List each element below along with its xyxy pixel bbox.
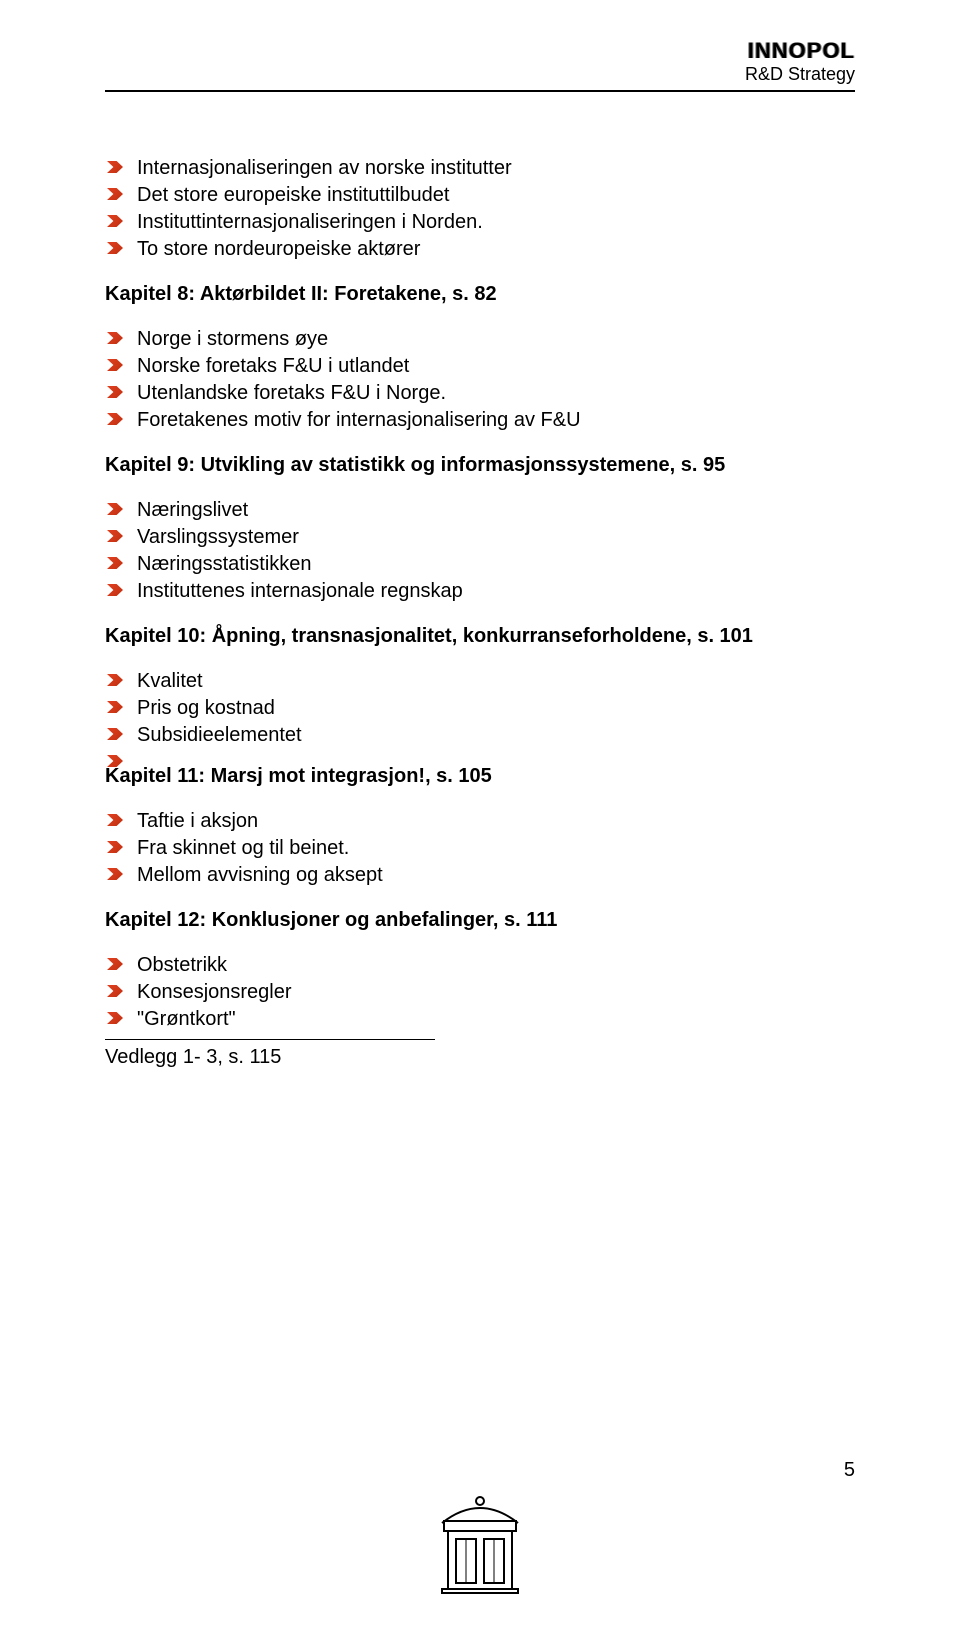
divider: [105, 1039, 435, 1040]
list-item: Kvalitet: [137, 668, 855, 695]
list-item: Utenlandske foretaks F&U i Norge.: [137, 380, 855, 407]
list-item: Instituttenes internasjonale regnskap: [137, 578, 855, 605]
list-item: Obstetrikk: [137, 952, 855, 979]
section1-list: Internasjonaliseringen av norske institu…: [105, 155, 855, 263]
list-item: Norske foretaks F&U i utlandet: [137, 353, 855, 380]
chapter11-title: Kapitel 11: Marsj mot integrasjon!, s. 1…: [105, 765, 855, 788]
chapter9-list: Næringslivet Varslingssystemer Næringsst…: [105, 497, 855, 605]
chapter8-list: Norge i stormens øye Norske foretaks F&U…: [105, 326, 855, 434]
list-item: Næringsstatistikken: [137, 551, 855, 578]
list-item: Mellom avvisning og aksept: [137, 862, 855, 889]
kiosk-icon: [430, 1485, 530, 1600]
list-item: Internasjonaliseringen av norske institu…: [137, 155, 855, 182]
chapter10-title: Kapitel 10: Åpning, transnasjonalitet, k…: [105, 625, 855, 648]
list-item-empty: [137, 749, 855, 765]
list-item: Fra skinnet og til beinet.: [137, 835, 855, 862]
chapter12-list: Obstetrikk Konsesjonsregler "Grøntkort": [105, 952, 855, 1033]
chapter12-title: Kapitel 12: Konklusjoner og anbefalinger…: [105, 909, 855, 932]
chapter9-title: Kapitel 9: Utvikling av statistikk og in…: [105, 454, 855, 477]
header-title: INNOPOL: [745, 38, 855, 64]
list-item: Næringslivet: [137, 497, 855, 524]
chapter10-list: Kvalitet Pris og kostnad Subsidieelement…: [105, 668, 855, 765]
list-item: Subsidieelementet: [137, 722, 855, 749]
list-item: To store nordeuropeiske aktører: [137, 236, 855, 263]
list-item: Foretakenes motiv for internasjonaliseri…: [137, 407, 855, 434]
header-rule: [105, 90, 855, 92]
list-item: Taftie i aksjon: [137, 808, 855, 835]
list-item: Instituttinternasjonaliseringen i Norden…: [137, 209, 855, 236]
list-item: Pris og kostnad: [137, 695, 855, 722]
content: Internasjonaliseringen av norske institu…: [105, 155, 855, 1069]
chapter11-list: Taftie i aksjon Fra skinnet og til beine…: [105, 808, 855, 889]
vedlegg: Vedlegg 1- 3, s. 115: [105, 1046, 855, 1069]
chapter8-title: Kapitel 8: Aktørbildet II: Foretakene, s…: [105, 283, 855, 306]
list-item: "Grøntkort": [137, 1006, 855, 1033]
page-number: 5: [844, 1459, 855, 1482]
list-item: Konsesjonsregler: [137, 979, 855, 1006]
list-item: Norge i stormens øye: [137, 326, 855, 353]
list-item: Varslingssystemer: [137, 524, 855, 551]
header-subtitle: R&D Strategy: [745, 64, 855, 85]
list-item: Det store europeiske instituttilbudet: [137, 182, 855, 209]
